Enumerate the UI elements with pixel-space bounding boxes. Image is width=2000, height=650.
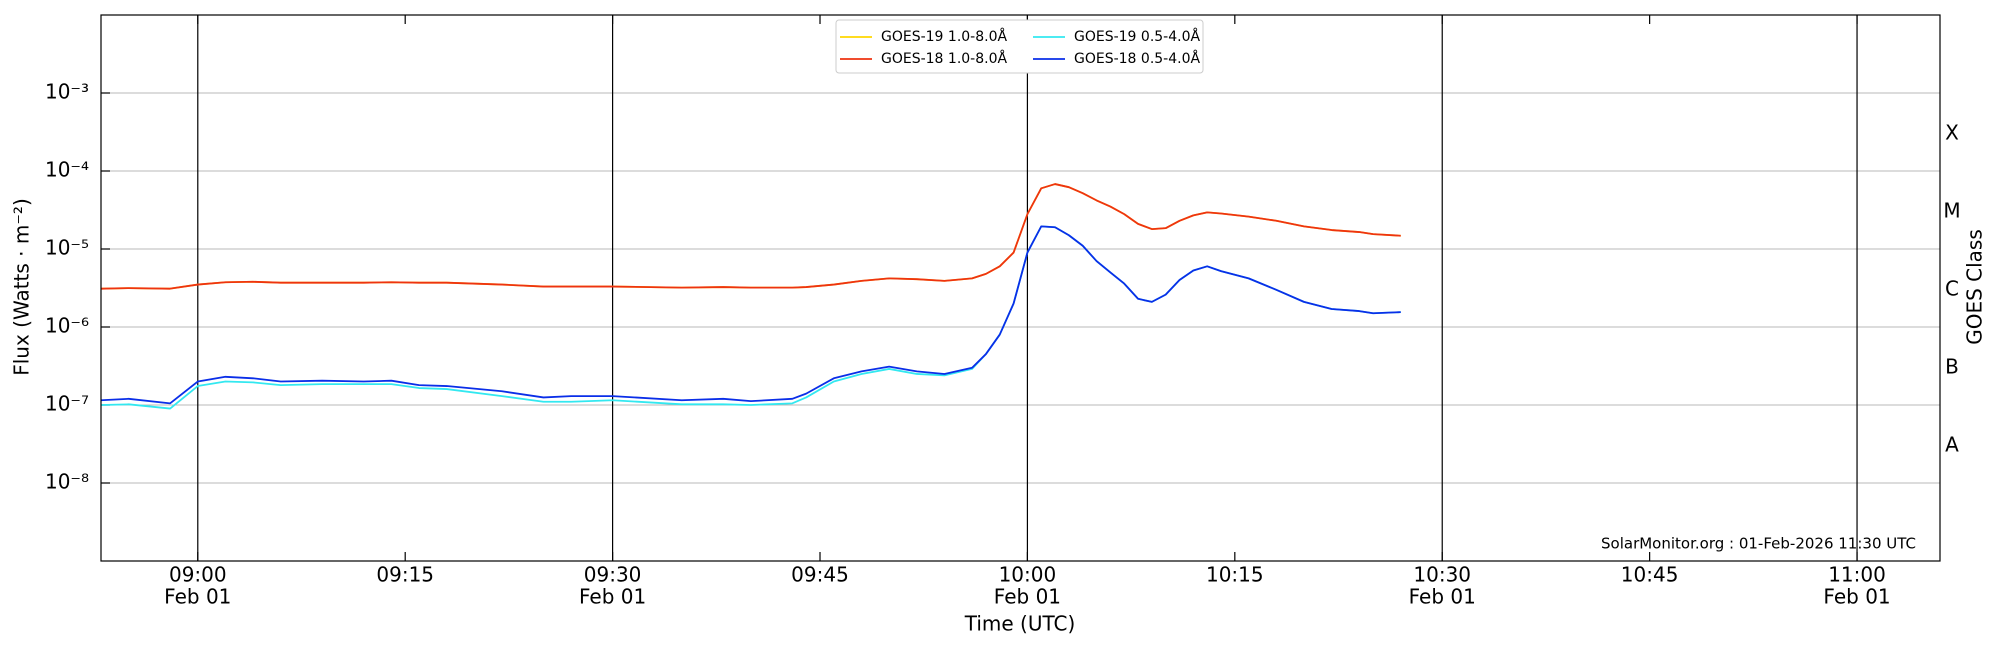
annotation: SolarMonitor.org : 01-Feb-2026 11:30 UTC [1601, 535, 1916, 553]
legend-box [835, 19, 1204, 74]
plot-frame [100, 14, 1941, 562]
class-label: B [1945, 354, 1959, 378]
x-tick-label: 09:15 [376, 563, 434, 587]
y-tick-label: 10⁻⁶ [45, 314, 89, 338]
class-label: X [1945, 120, 1959, 144]
series-line [100, 183, 1401, 290]
legend: GOES-19 1.0-8.0Å GOES-18 1.0-8.0Å GOES-19 … [835, 19, 1204, 74]
y2-axis-label: GOES Class [1963, 229, 1987, 345]
y-tick-label: 10⁻⁷ [45, 392, 89, 416]
x-tick-label: 09:45 [791, 563, 849, 587]
x-tick-date: Feb 01 [1409, 585, 1476, 609]
x-tick-date: Feb 01 [994, 585, 1061, 609]
x-tick-label: 10:30 [1413, 563, 1471, 587]
x-tick-label: 09:30 [584, 563, 642, 587]
class-label: A [1945, 432, 1959, 456]
class-label: C [1945, 276, 1959, 300]
y-tick-label: 10⁻⁸ [45, 470, 89, 494]
class-label: M [1943, 198, 1960, 222]
x-axis-label: Time (UTC) [964, 612, 1076, 636]
x-tick-label: 11:00 [1828, 563, 1886, 587]
y-tick-label: 10⁻⁴ [45, 158, 89, 182]
y-axis-label: Flux (Watts · m⁻²) [10, 198, 34, 376]
series-line [100, 225, 1401, 405]
legend-label: GOES-19 1.0-8.0Å [881, 28, 1007, 45]
y-tick-label: 10⁻³ [45, 80, 89, 104]
x-tick-date: Feb 01 [1823, 585, 1890, 609]
x-tick-date: Feb 01 [164, 585, 231, 609]
legend-label: GOES-19 0.5-4.0Å [1074, 28, 1200, 45]
y-tick-label: 10⁻⁵ [45, 236, 89, 260]
x-tick-label: 10:00 [999, 563, 1057, 587]
x-tick-label: 10:45 [1621, 563, 1679, 587]
x-tick-date: Feb 01 [579, 585, 646, 609]
legend-label: GOES-18 1.0-8.0Å [881, 50, 1007, 67]
x-tick-label: 10:15 [1206, 563, 1264, 587]
x-tick-label: 09:00 [169, 563, 227, 587]
legend-label: GOES-18 0.5-4.0Å [1074, 50, 1200, 67]
